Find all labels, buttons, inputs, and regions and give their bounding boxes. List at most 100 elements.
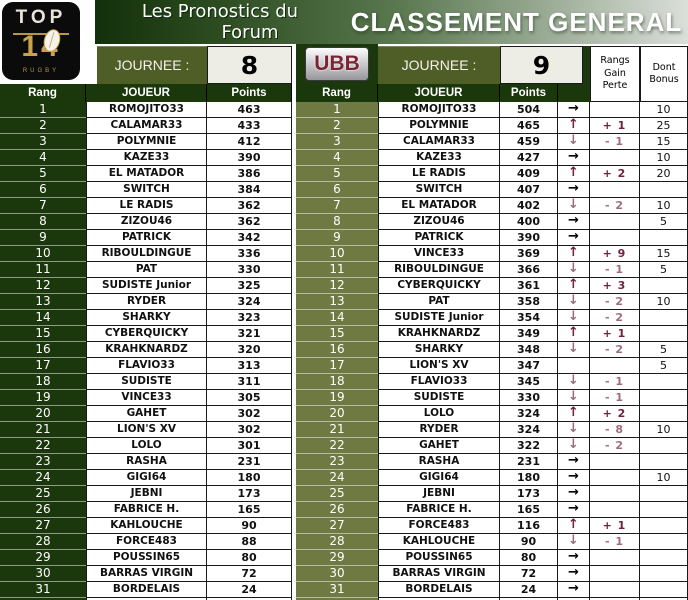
right-player-cell: LE RADIS (378, 166, 500, 182)
table-gap (292, 438, 296, 454)
left-points-cell: 301 (207, 438, 292, 454)
right-player-cell: BORDELAIS (378, 582, 500, 598)
right-player-cell: SWITCH (378, 182, 500, 198)
right-player-cell: PAT (378, 294, 500, 310)
bonus-cell: 10 (640, 422, 688, 438)
journee-label-left: JOURNEE : (97, 46, 207, 84)
left-player-cell: RIBOULDINGUE (86, 246, 207, 262)
table-row: 13 RYDER 324 13 PAT 358 ↓ - 2 10 (0, 294, 688, 310)
left-player-cell: POUSSIN65 (86, 550, 207, 566)
right-points-cell: 504 (500, 102, 558, 118)
bonus-cell (640, 310, 688, 326)
left-points-cell: 311 (207, 374, 292, 390)
right-player-cell: VINCE33 (378, 246, 500, 262)
delta-cell: + 2 (590, 166, 640, 182)
right-rang-cell: 17 (296, 358, 378, 374)
up-arrow-icon: ↑ (558, 518, 590, 534)
down-arrow-icon: ↓ (558, 390, 590, 406)
bonus-cell (640, 182, 688, 198)
left-player-cell: SHARKY (86, 310, 207, 326)
delta-cell: + 9 (590, 246, 640, 262)
delta-cell: - 1 (590, 374, 640, 390)
right-points-cell: 24 (500, 582, 558, 598)
left-rang-cell: 14 (0, 310, 86, 326)
right-rang-cell: 8 (296, 214, 378, 230)
right-player-cell: RYDER (378, 422, 500, 438)
rangs-gain-perte-header: Rangs Gain Perte (590, 46, 640, 102)
right-points-cell (500, 598, 558, 600)
table-row: 14 SHARKY 323 14 SUDISTE Junior 354 ↓ - 2 (0, 310, 688, 326)
right-arrow-icon: → (558, 550, 590, 566)
delta-cell (590, 566, 640, 582)
left-player-cell: PATRICK (86, 230, 207, 246)
left-player-cell: RYDER (86, 294, 207, 310)
left-points-cell: 384 (207, 182, 292, 198)
left-rang-cell (0, 598, 86, 600)
right-rang-cell: 31 (296, 582, 378, 598)
right-points-cell: 347 (500, 358, 558, 374)
left-rang-cell: 2 (0, 118, 86, 134)
table-row: 26 FABRICE H. 165 26 FABRICE H. 165 → (0, 502, 688, 518)
delta-cell (590, 150, 640, 166)
right-player-cell: CALAMAR33 (378, 134, 500, 150)
bonus-cell: 10 (640, 150, 688, 166)
bonus-cell (640, 454, 688, 470)
right-rang-cell: 19 (296, 390, 378, 406)
down-arrow-icon: ↓ (558, 262, 590, 278)
right-rang-cell: 23 (296, 454, 378, 470)
right-points-cell: 369 (500, 246, 558, 262)
left-rang-cell: 4 (0, 150, 86, 166)
left-points-cell: 231 (207, 454, 292, 470)
delta-cell (590, 502, 640, 518)
right-player-cell (378, 598, 500, 600)
right-rang-cell: 14 (296, 310, 378, 326)
right-rang-cell: 9 (296, 230, 378, 246)
delta-cell: - 2 (590, 342, 640, 358)
right-rang-cell: 16 (296, 342, 378, 358)
right-arrow-icon: → (558, 214, 590, 230)
down-arrow-icon: ↓ (558, 374, 590, 390)
table-row: 30 BARRAS VIRGIN 72 30 BARRAS VIRGIN 72 → (0, 566, 688, 582)
bonus-cell (640, 438, 688, 454)
up-arrow-icon: ↑ (558, 406, 590, 422)
bonus-cell: 5 (640, 342, 688, 358)
right-rang-cell: 7 (296, 198, 378, 214)
left-points-cell: 72 (207, 566, 292, 582)
delta-cell: - 2 (590, 198, 640, 214)
delta-cell: - 2 (590, 438, 640, 454)
left-points-cell: 90 (207, 518, 292, 534)
right-points-header: Points (500, 84, 558, 102)
table-gap (292, 406, 296, 422)
right-rang-cell: 20 (296, 406, 378, 422)
bonus-cell (640, 502, 688, 518)
down-arrow-icon: ↓ (558, 438, 590, 454)
classement-general-title: CLASSEMENT GENERAL (350, 6, 683, 37)
table-gap (292, 486, 296, 502)
left-rang-cell: 25 (0, 486, 86, 502)
right-player-cell: ROMOJITO33 (378, 102, 500, 118)
table-gap (292, 470, 296, 486)
right-points-cell: 322 (500, 438, 558, 454)
table-gap (292, 582, 296, 598)
right-points-cell: 459 (500, 134, 558, 150)
header-filler (583, 46, 590, 84)
delta-cell (590, 598, 640, 600)
right-arrow-icon: → (558, 102, 590, 118)
table-row: 4 KAZE33 390 4 KAZE33 427 → 10 (0, 150, 688, 166)
right-player-cell: POUSSIN65 (378, 550, 500, 566)
table-gap (292, 118, 296, 134)
table-row: 8 ZIZOU46 362 8 ZIZOU46 400 → 5 (0, 214, 688, 230)
right-arrow-icon: → (558, 486, 590, 502)
table-gap (292, 358, 296, 374)
right-rang-cell: 12 (296, 278, 378, 294)
up-arrow-icon: ↑ (558, 278, 590, 294)
right-player-cell: KAZE33 (378, 150, 500, 166)
left-points-cell: 323 (207, 310, 292, 326)
table-gap (292, 326, 296, 342)
left-rang-cell: 20 (0, 406, 86, 422)
bonus-cell (640, 278, 688, 294)
right-player-cell: CYBERQUICKY (378, 278, 500, 294)
left-player-cell: LE RADIS (86, 198, 207, 214)
